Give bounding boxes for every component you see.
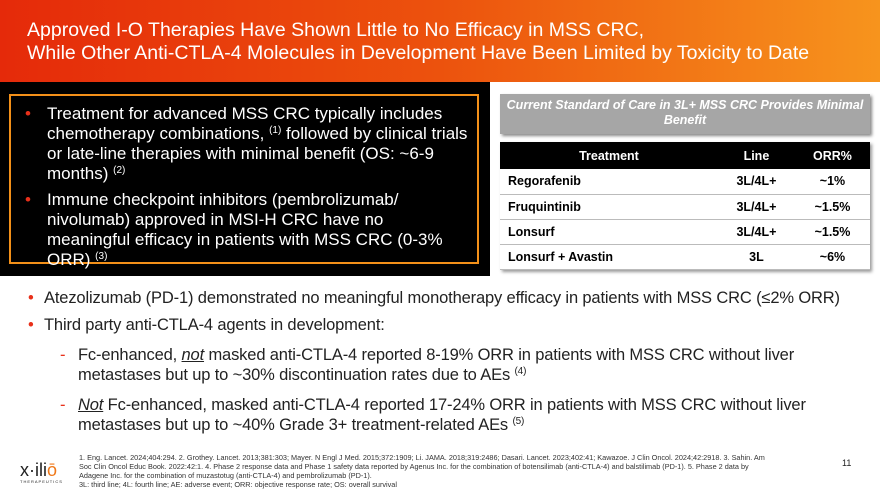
cell: 3L/4L+: [717, 219, 795, 245]
header-orr: ORR%: [794, 142, 870, 169]
page-number: 11: [842, 458, 852, 468]
left-bullet-1: Treatment for advanced MSS CRC typically…: [25, 104, 471, 184]
table-row: Regorafenib 3L/4L+ ~1%: [500, 169, 870, 195]
black-panel: Treatment for advanced MSS CRC typically…: [0, 82, 490, 276]
cell: Fruquintinib: [500, 194, 718, 220]
title-line-2: While Other Anti-CTLA-4 Molecules in Dev…: [27, 42, 810, 64]
cell: Lonsurf + Avastin: [500, 244, 718, 270]
table-header-row: Treatment Line ORR%: [500, 142, 870, 169]
sub-bullet-2: - Not Fc-enhanced, masked anti-CTLA-4 rep…: [60, 396, 806, 434]
soc-table: Current Standard of Care in 3L+ MSS CRC …: [500, 94, 870, 270]
footer: [0, 446, 880, 495]
header-line: Line: [717, 142, 795, 169]
left-bullet-2: Immune checkpoint inhibitors (pembrolizu…: [25, 190, 471, 270]
cell: 3L/4L+: [717, 194, 795, 220]
main-content: Atezolizumab (PD-1) demonstrated no mean…: [28, 288, 878, 435]
cell: ~1.5%: [794, 219, 870, 245]
highlight-box: Treatment for advanced MSS CRC typically…: [9, 94, 479, 269]
sub-bullet-1: - Fc-enhanced, not masked anti-CTLA-4 rep…: [60, 346, 795, 384]
xilio-logo: x·iliō THERAPEUTICS: [20, 460, 63, 484]
header-treatment: Treatment: [500, 142, 718, 169]
cell: ~1.5%: [794, 194, 870, 220]
main-bullet-2: Third party anti-CTLA-4 agents in develo…: [28, 315, 878, 335]
table-row: Lonsurf 3L/4L+ ~1.5%: [500, 219, 870, 245]
references: 1. Eng. Lancet. 2024;404:294. 2. Grothey…: [79, 453, 765, 489]
cell: Regorafenib: [500, 169, 718, 195]
cell: 3L/4L+: [717, 169, 795, 195]
slide-header: Approved I-O Therapies Have Shown Little…: [0, 0, 880, 82]
table-row: Lonsurf + Avastin 3L ~6%: [500, 244, 870, 270]
table-caption: Current Standard of Care in 3L+ MSS CRC …: [500, 94, 870, 134]
cell: Lonsurf: [500, 219, 718, 245]
cell: ~6%: [794, 244, 870, 270]
table-row: Fruquintinib 3L/4L+ ~1.5%: [500, 194, 870, 220]
cell: 3L: [717, 244, 795, 270]
cell: ~1%: [794, 169, 870, 195]
main-bullet-1: Atezolizumab (PD-1) demonstrated no mean…: [28, 288, 878, 308]
title-line-1: Approved I-O Therapies Have Shown Little…: [27, 19, 645, 41]
